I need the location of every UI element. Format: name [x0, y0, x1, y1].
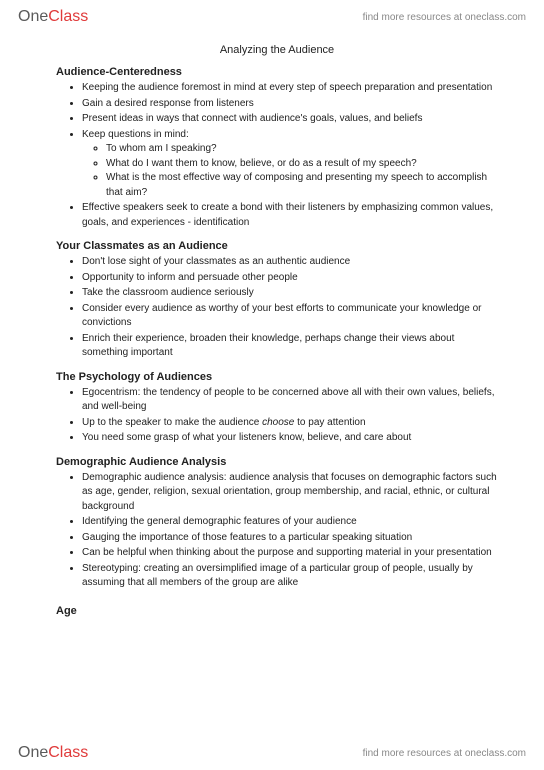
list-item: Don't lose sight of your classmates as a… — [82, 255, 498, 270]
logo-part-class: Class — [48, 8, 88, 26]
sub-bullet-list: To whom am I speaking?What do I want the… — [82, 142, 498, 200]
list-item: Stereotyping: creating an oversimplified… — [82, 562, 498, 591]
list-item: Take the classroom audience seriously — [82, 286, 498, 301]
list-item: Identifying the general demographic feat… — [82, 515, 498, 530]
list-item: Opportunity to inform and persuade other… — [82, 271, 498, 286]
document-page: Analyzing the Audience Audience-Centered… — [56, 44, 498, 726]
list-item: Can be helpful when thinking about the p… — [82, 546, 498, 561]
footer-bar: OneClass find more resources at oneclass… — [0, 736, 544, 770]
list-item: Gauging the importance of those features… — [82, 531, 498, 546]
list-item: Demographic audience analysis: audience … — [82, 471, 498, 515]
list-item: Consider every audience as worthy of you… — [82, 302, 498, 331]
brand-logo: OneClass — [18, 8, 88, 26]
sections-container: Audience-Centeredness Keeping the audienc… — [56, 66, 498, 591]
document-title: Analyzing the Audience — [56, 44, 498, 56]
logo-part-class-footer: Class — [48, 744, 88, 762]
header-bar: OneClass find more resources at oneclass… — [0, 0, 544, 34]
list-item: You need some grasp of what your listene… — [82, 431, 498, 446]
list-item: Gain a desired response from listeners — [82, 97, 498, 112]
section-heading: Demographic Audience Analysis — [56, 456, 498, 468]
list-item: Effective speakers seek to create a bond… — [82, 201, 498, 230]
section-heading: The Psychology of Audiences — [56, 371, 498, 383]
list-item: Up to the speaker to make the audience c… — [82, 416, 498, 431]
logo-part-one: One — [18, 8, 48, 26]
section-heading: Your Classmates as an Audience — [56, 240, 498, 252]
logo-part-one-footer: One — [18, 744, 48, 762]
sub-list-item: To whom am I speaking? — [106, 142, 498, 157]
list-item: Egocentrism: the tendency of people to b… — [82, 386, 498, 415]
section-heading: Audience-Centeredness — [56, 66, 498, 78]
header-tagline: find more resources at oneclass.com — [363, 12, 526, 23]
brand-logo-footer: OneClass — [18, 744, 88, 762]
list-item: Present ideas in ways that connect with … — [82, 112, 498, 127]
list-item: Keeping the audience foremost in mind at… — [82, 81, 498, 96]
list-item: Keep questions in mind:To whom am I spea… — [82, 128, 498, 201]
footer-tagline: find more resources at oneclass.com — [363, 748, 526, 759]
list-item: Enrich their experience, broaden their k… — [82, 332, 498, 361]
bullet-list: Keeping the audience foremost in mind at… — [56, 81, 498, 230]
sub-list-item: What do I want them to know, believe, or… — [106, 157, 498, 172]
sub-list-item: What is the most effective way of compos… — [106, 171, 498, 200]
bullet-list: Demographic audience analysis: audience … — [56, 471, 498, 591]
bullet-list: Egocentrism: the tendency of people to b… — [56, 386, 498, 446]
bullet-list: Don't lose sight of your classmates as a… — [56, 255, 498, 361]
trailing-heading: Age — [56, 605, 498, 617]
